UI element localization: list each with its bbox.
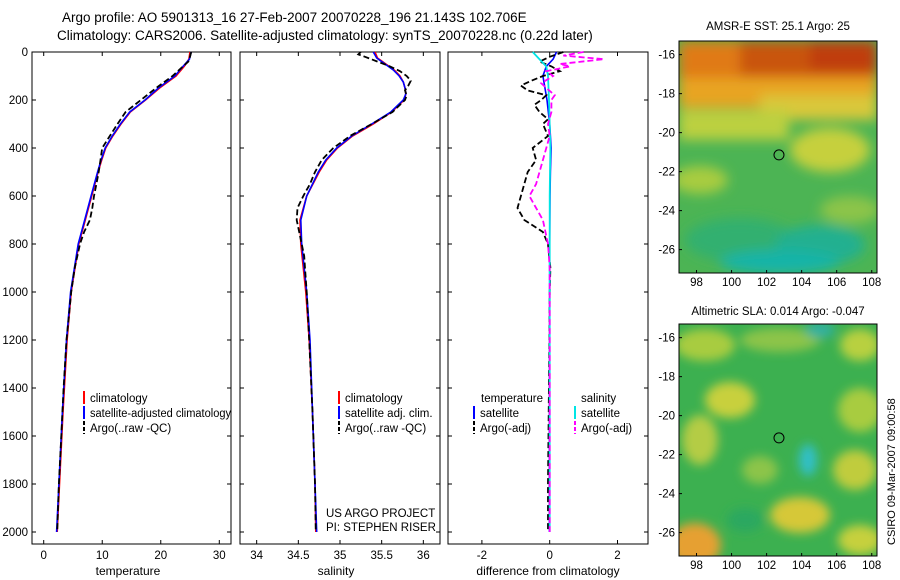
x-tick-label: 10 (96, 550, 109, 562)
salinity-legend: climatology satellite adj. clim. Argo(..… (326, 391, 436, 534)
x-tick-label: 35 (334, 550, 347, 562)
x-tick-label: 20 (154, 550, 167, 562)
sst-argo-marker (773, 149, 785, 161)
series-line-argo-raw-qc (295, 51, 412, 533)
x-tick-label: 35.5 (370, 550, 392, 562)
series-line-temperature-argo-adj (516, 51, 564, 532)
sst-map-frame (678, 40, 878, 274)
x-tick-label: 30 (213, 550, 226, 562)
legend-label-argo: Argo(..raw -QC) (90, 423, 171, 435)
legend-label-argo: Argo(..raw -QC) (345, 423, 426, 435)
map-y-tick-label: -16 (658, 50, 675, 62)
map-axis-ticks: 98 100 102 104 106 108 -16 -18 -20 -22 -24 -26 98 100… (658, 50, 881, 572)
x-tick-label: 34.5 (287, 550, 309, 562)
depth-tick-label: 200 (9, 95, 28, 107)
sst-map-title: AMSR-E SST: 25.1 Argo: 25 (706, 21, 850, 33)
series-line-salinity-satellite (532, 51, 552, 532)
x-tick-label: 2 (614, 550, 620, 562)
map-x-tick-label: 108 (862, 277, 881, 289)
difference-panel-frame (447, 51, 649, 545)
map-y-tick-label: -26 (658, 245, 675, 257)
map-x-tick-label: 104 (792, 560, 812, 572)
sla-map-frame (678, 323, 878, 557)
depth-tick-label: 1800 (2, 479, 28, 491)
depth-tick-label: 1400 (2, 383, 28, 395)
legend-label-salinity-satellite: satellite (581, 408, 620, 420)
map-x-tick-label: 102 (757, 560, 776, 572)
project-annotation-line-2: PI: STEPHEN RISER (326, 522, 436, 534)
map-y-tick-label: -20 (658, 411, 675, 423)
legend-label-salinity-argo: Argo(-adj) (581, 423, 632, 435)
temperature-panel-frame (31, 51, 232, 545)
map-y-tick-label: -22 (658, 167, 675, 179)
sla-map-title: Altimetric SLA: 0.014 Argo: -0.047 (691, 306, 864, 318)
map-x-tick-label: 98 (690, 277, 703, 289)
depth-tick-label: 800 (9, 239, 28, 251)
map-x-tick-label: 106 (827, 277, 846, 289)
legend-label-satellite: satellite-adjusted climatology (90, 408, 231, 420)
series-line-argo-raw-qc (56, 51, 193, 533)
credit-stamp: CSIRO 09-Mar-2007 09:00:58 (886, 398, 898, 545)
map-y-tick-label: -16 (658, 333, 675, 345)
depth-tick-label: 1600 (2, 431, 28, 443)
sst-map-image (679, 41, 877, 273)
salinity-axis-label: salinity (318, 564, 355, 578)
sla-map-image (679, 324, 877, 556)
project-annotation-line-1: US ARGO PROJECT (326, 508, 435, 520)
legend-heading-salinity: salinity (581, 393, 616, 405)
legend-label-temperature-satellite: satellite (480, 408, 519, 420)
map-x-tick-label: 100 (722, 560, 741, 572)
x-tick-label: 0 (546, 550, 552, 562)
map-y-tick-label: -24 (658, 206, 675, 218)
figure-title-line-2: Climatology: CARS2006. Satellite-adjuste… (57, 28, 593, 43)
series-line-satellite-adj-clim (299, 51, 407, 533)
salinity-panel-frame (239, 51, 441, 545)
temperature-axis-label: temperature (96, 564, 161, 578)
series-line-climatology (299, 51, 407, 533)
map-y-tick-label: -20 (658, 128, 675, 140)
legend-label-climatology: climatology (345, 393, 403, 405)
map-x-tick-label: 106 (827, 560, 846, 572)
legend-heading-temperature: temperature (481, 393, 543, 405)
map-y-tick-label: -22 (658, 450, 675, 462)
temperature-legend: climatology satellite-adjusted climatolo… (83, 391, 231, 435)
depth-tick-label: 400 (9, 143, 28, 155)
x-tick-label: 34 (250, 550, 263, 562)
sla-argo-marker (773, 432, 785, 444)
depth-tick-label: 1000 (2, 287, 28, 299)
map-x-tick-label: 98 (690, 560, 703, 572)
difference-legend: temperature satellite Argo(-adj) salinit… (473, 393, 632, 435)
map-y-tick-label: -18 (658, 89, 675, 101)
map-y-tick-label: -26 (658, 528, 675, 540)
map-x-tick-label: 100 (722, 277, 741, 289)
x-tick-label: 36 (417, 550, 430, 562)
map-y-tick-label: -18 (658, 372, 675, 384)
difference-axis-label: difference from climatology (476, 564, 619, 578)
legend-label-climatology: climatology (90, 393, 148, 405)
series-line-climatology (56, 51, 191, 533)
profile-lines (55, 51, 604, 533)
figure-title-line-1: Argo profile: AO 5901313_16 27-Feb-2007 … (62, 10, 527, 25)
legend-label-satellite: satellite adj. clim. (345, 408, 433, 420)
legend-label-temperature-argo: Argo(-adj) (480, 423, 531, 435)
map-x-tick-label: 104 (792, 277, 812, 289)
series-line-salinity-argo-adj (528, 51, 604, 532)
x-tick-label: 0 (41, 550, 47, 562)
map-x-tick-label: 102 (757, 277, 776, 289)
depth-tick-label: 1200 (2, 335, 28, 347)
depth-tick-label: 0 (22, 47, 28, 59)
series-line-satellite-adjusted-climatology (55, 51, 192, 533)
depth-tick-label: 600 (9, 191, 28, 203)
map-y-tick-label: -24 (658, 489, 675, 501)
map-x-tick-label: 108 (862, 560, 881, 572)
depth-tick-label: 2000 (2, 527, 28, 539)
x-tick-label: -2 (477, 550, 487, 562)
